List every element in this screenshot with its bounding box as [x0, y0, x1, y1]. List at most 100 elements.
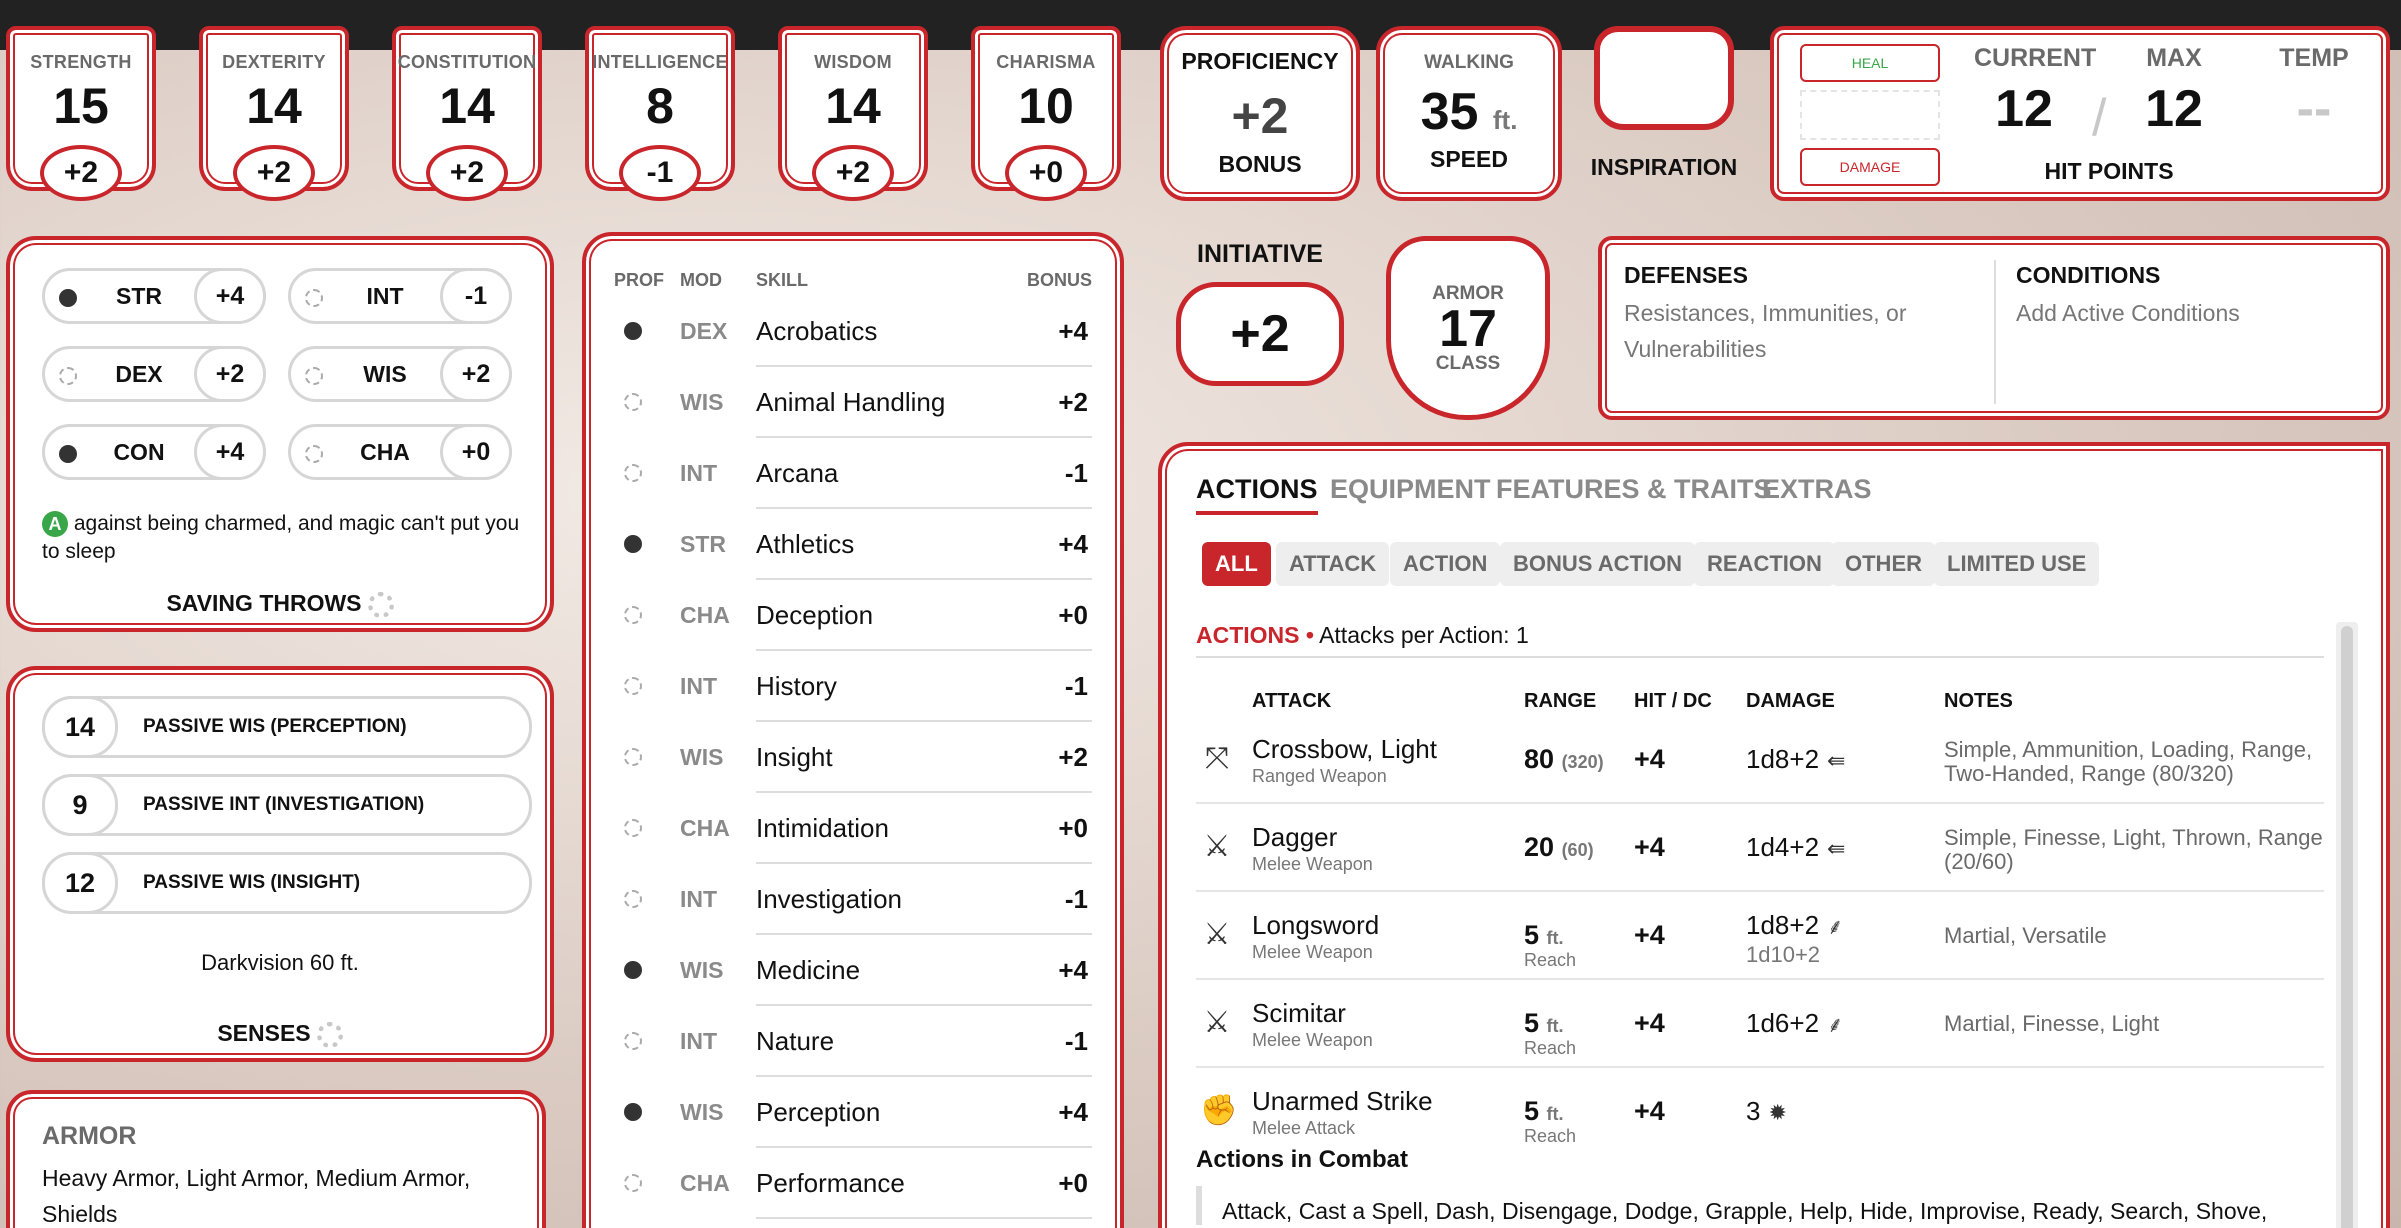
range-unit: ft.: [1546, 1104, 1564, 1124]
saving-throw-dex[interactable]: DEX +2: [42, 346, 266, 402]
armor-class-shield[interactable]: ARMOR 17 CLASS: [1386, 236, 1550, 420]
skill-row[interactable]: INT Nature -1: [586, 1008, 1120, 1079]
skill-row[interactable]: INT Investigation -1: [586, 866, 1120, 937]
attack-range: 5 ft.: [1524, 920, 1564, 951]
skill-row[interactable]: INT History -1: [586, 653, 1120, 724]
attack-name[interactable]: Dagger: [1252, 822, 1338, 852]
skill-mod: INT: [680, 460, 718, 486]
senses-title: SENSES: [217, 1020, 311, 1046]
attack-hit[interactable]: +4: [1634, 832, 1665, 862]
ability-strength[interactable]: STRENGTH 15 +2: [6, 26, 156, 201]
attack-notes: Martial, Versatile: [1944, 923, 2107, 948]
filter-attack[interactable]: ATTACK: [1276, 542, 1390, 586]
proficiency-dot: [624, 748, 642, 766]
attack-damage[interactable]: 1d6+2 ⸙: [1746, 1008, 1844, 1039]
attack-row[interactable]: ✊ Unarmed Strike Melee Attack 5 ft. Reac…: [1196, 1068, 2324, 1156]
scrollbar-thumb[interactable]: [2341, 626, 2353, 1228]
skill-row[interactable]: STR Athletics +4: [586, 511, 1120, 582]
slashing-icon: ⸙: [1827, 914, 1844, 939]
filter-action[interactable]: ACTION: [1390, 542, 1501, 586]
skills-header-prof: PROF: [614, 270, 665, 290]
filter-all[interactable]: ALL: [1202, 542, 1271, 586]
attack-row[interactable]: ⤧ Crossbow, Light Ranged Weapon 80 (320)…: [1196, 716, 2324, 804]
skill-row[interactable]: WIS Medicine +4: [586, 937, 1120, 1008]
skill-row[interactable]: WIS Perception +4: [586, 1079, 1120, 1150]
attack-notes: Martial, Finesse, Light: [1944, 1011, 2160, 1036]
proficiency-dot: [305, 367, 323, 385]
attack-hit[interactable]: +4: [1634, 744, 1665, 774]
filter-limited-use[interactable]: LIMITED USE: [1934, 542, 2100, 586]
heal-button[interactable]: HEAL: [1800, 44, 1940, 82]
ability-score: 10: [1018, 78, 1074, 134]
attack-row[interactable]: ⚔ Longsword Melee Weapon 5 ft. Reach +4 …: [1196, 892, 2324, 980]
saving-throw-int[interactable]: INT -1: [288, 268, 512, 324]
ability-wisdom[interactable]: WISDOM 14 +2: [778, 26, 928, 201]
attack-range: 5 ft.: [1524, 1096, 1564, 1127]
attack-hit[interactable]: +4: [1634, 920, 1665, 950]
inspiration-box[interactable]: INSPIRATION: [1588, 26, 1740, 181]
skill-row[interactable]: INT Arcana -1: [586, 440, 1120, 511]
attack-row[interactable]: ⚔ Dagger Melee Weapon 20 (60) +4 1d4+2 ⇚ …: [1196, 804, 2324, 892]
range-value: 20: [1524, 832, 1555, 862]
tab-equipment[interactable]: EQUIPMENT: [1330, 474, 1491, 504]
conditions-section[interactable]: CONDITIONS Add Active Conditions: [2016, 262, 2376, 331]
gear-icon[interactable]: [367, 591, 394, 618]
tab-actions[interactable]: ACTIONS: [1196, 474, 1318, 515]
speed-box[interactable]: WALKING 35 ft. SPEED: [1376, 26, 1562, 201]
attack-name[interactable]: Longsword: [1252, 910, 1380, 940]
hp-max-value: 12: [2145, 80, 2203, 138]
skill-row[interactable]: WIS Animal Handling +2: [586, 369, 1120, 440]
attack-hit[interactable]: +4: [1634, 1096, 1665, 1126]
defenses-section[interactable]: DEFENSES Resistances, Immunities, or Vul…: [1624, 262, 1984, 367]
saving-throw-con[interactable]: CON +4: [42, 424, 266, 480]
hp-temp[interactable]: TEMP --: [2264, 44, 2364, 139]
saving-throw-name: INT: [366, 283, 404, 309]
skill-row[interactable]: CHA Performance +0: [586, 1150, 1120, 1221]
saving-throw-str[interactable]: STR +4: [42, 268, 266, 324]
attack-hit[interactable]: +4: [1634, 1008, 1665, 1038]
attack-damage[interactable]: 3 ✹: [1746, 1096, 1787, 1127]
ability-intelligence[interactable]: INTELLIGENCE 8 -1: [585, 26, 735, 201]
ability-modifier: -1: [619, 145, 701, 201]
hp-amount-input[interactable]: [1800, 90, 1940, 140]
actions-scrollbar[interactable]: [2336, 622, 2358, 1228]
tab-extras[interactable]: EXTRAS: [1762, 474, 1872, 504]
attack-name[interactable]: Crossbow, Light: [1252, 734, 1437, 764]
proficiency-dot: [624, 606, 642, 624]
damage-button[interactable]: DAMAGE: [1800, 148, 1940, 186]
skill-row[interactable]: CHA Intimidation +0: [586, 795, 1120, 866]
skill-mod: WIS: [680, 744, 724, 770]
skill-row[interactable]: DEX Acrobatics +4: [586, 298, 1120, 369]
range-reach: Reach: [1524, 950, 1577, 970]
skill-row[interactable]: WIS Insight +2: [586, 724, 1120, 795]
filter-other[interactable]: OTHER: [1832, 542, 1935, 586]
tab-features-traits[interactable]: FEATURES & TRAITS: [1496, 474, 1772, 504]
hp-current[interactable]: CURRENT 12: [1974, 44, 2096, 139]
attack-damage[interactable]: 1d8+2 ⇚: [1746, 744, 1845, 775]
proficiency-label: BONUS: [1218, 151, 1302, 177]
saving-throw-cha[interactable]: CHA +0: [288, 424, 512, 480]
ability-charisma[interactable]: CHARISMA 10 +0: [971, 26, 1121, 201]
ability-constitution[interactable]: CONSTITUTION 14 +2: [392, 26, 542, 201]
ability-dexterity[interactable]: DEXTERITY 14 +2: [199, 26, 349, 201]
passive-investigation: 9 PASSIVE INT (INVESTIGATION): [42, 774, 532, 836]
saving-throw-wis[interactable]: WIS +2: [288, 346, 512, 402]
attack-row[interactable]: ⚔ Scimitar Melee Weapon 5 ft. Reach +4 1…: [1196, 980, 2324, 1068]
attack-name[interactable]: Unarmed Strike: [1252, 1086, 1433, 1116]
attack-damage[interactable]: 1d8+2 ⸙: [1746, 910, 1844, 941]
filter-reaction[interactable]: REACTION: [1694, 542, 1835, 586]
proficiency-dot: [624, 393, 642, 411]
proficiency-dot: [305, 445, 323, 463]
hp-temp-label: TEMP: [2279, 44, 2349, 72]
ability-score: 14: [246, 78, 302, 134]
attack-damage[interactable]: 1d4+2 ⇚: [1746, 832, 1845, 863]
filter-bonus-action[interactable]: BONUS ACTION: [1500, 542, 1696, 586]
attack-name[interactable]: Scimitar: [1252, 998, 1346, 1028]
skill-row[interactable]: CHA Deception +0: [586, 582, 1120, 653]
row-divider: [756, 862, 1092, 864]
inspiration-toggle[interactable]: [1594, 26, 1734, 130]
skill-mod: CHA: [680, 815, 730, 841]
initiative-value[interactable]: +2: [1176, 282, 1344, 386]
bludgeoning-icon: ✹: [1768, 1100, 1787, 1125]
gear-icon[interactable]: [316, 1021, 343, 1048]
